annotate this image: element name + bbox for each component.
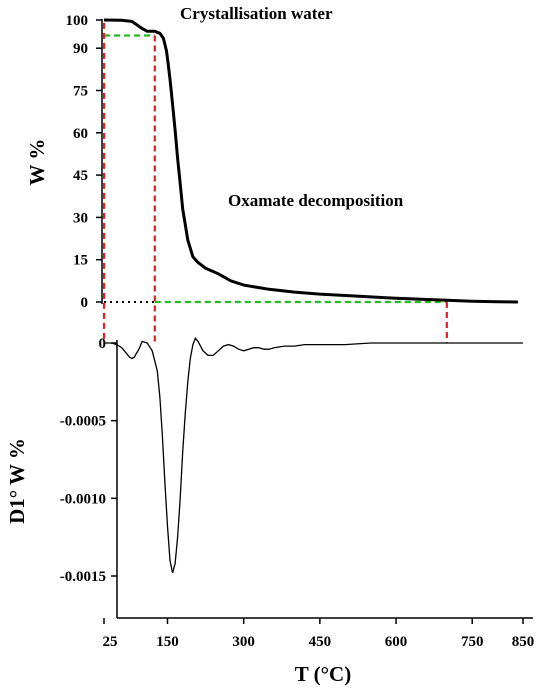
top-panel: 0 15 30 45 60 75 90 100 W % Crystallisation wat… [25,4,518,311]
top-y-tick-label: 100 [66,13,89,29]
bottom-y-tick-label: -0.0015 [60,569,106,585]
top-y-ticks: 0 15 30 45 60 75 90 100 [66,13,102,311]
top-y-axis-title: W % [25,139,49,186]
x-tick-label: 850 [512,634,535,650]
x-tick-label: 150 [156,634,179,650]
dtg-curve [104,337,523,574]
x-axis-title: T (°C) [295,662,351,686]
bottom-y-tick-label: 0 [99,336,107,352]
bottom-y-ticks: 0 -0.0005 -0.0010 -0.0015 [60,336,117,585]
top-y-tick-label: 15 [73,253,88,269]
bottom-y-axis-title: D1° W % [5,438,29,524]
annotation-crystallisation-water: Crystallisation water [180,4,333,23]
top-y-tick-label: 60 [73,126,88,142]
x-ticks: 25 150 300 450 600 750 850 [103,618,535,650]
annotation-oxamate-decomposition: Oxamate decomposition [228,191,404,210]
top-y-tick-label: 45 [73,168,88,184]
top-y-tick-label: 30 [73,210,88,226]
x-tick-label: 750 [461,634,484,650]
top-y-tick-label: 75 [73,84,88,100]
top-y-tick-label: 90 [73,41,88,57]
bottom-y-tick-label: -0.0005 [60,414,106,430]
x-tick-label: 600 [385,634,408,650]
x-tick-label: 25 [103,634,118,650]
bottom-y-tick-label: -0.0010 [60,491,106,507]
tga-curve [103,18,518,304]
top-y-tick-label: 0 [81,295,89,311]
bottom-reference-lines [102,22,448,343]
x-tick-label: 300 [232,634,255,650]
bottom-panel: 0-0.0005-0.0010-0.0015 25 150 300 450 600 750… [5,22,535,686]
x-tick-label: 450 [309,634,332,650]
top-reference-lines [104,34,447,304]
